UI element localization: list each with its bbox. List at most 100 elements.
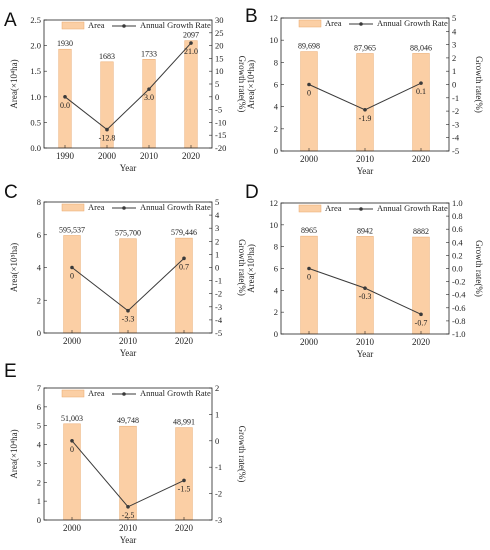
x-tick-label: 2010 bbox=[119, 336, 138, 346]
bar-value-label: 1733 bbox=[141, 49, 157, 58]
y2-tick-label: 0.0 bbox=[452, 264, 463, 274]
legend-area-swatch bbox=[62, 204, 84, 211]
bar-value-label: 2097 bbox=[183, 31, 199, 40]
y2-tick-label: 5 bbox=[215, 197, 219, 207]
legend-area-swatch bbox=[62, 22, 84, 29]
y-tick-label: 8 bbox=[274, 57, 278, 67]
bar-value-label: 51,003 bbox=[61, 414, 83, 423]
growth-rate-label: -0.7 bbox=[415, 318, 428, 327]
panel-letter: E bbox=[4, 361, 17, 382]
y-tick-label: 4 bbox=[37, 263, 42, 273]
y-tick-label: 4 bbox=[274, 102, 279, 112]
y-tick-label: 12 bbox=[270, 198, 279, 208]
growth-rate-label: 0.1 bbox=[416, 87, 426, 96]
bar-value-label: 87,965 bbox=[354, 44, 376, 53]
area-bar bbox=[413, 53, 430, 151]
x-tick-label: 2020 bbox=[412, 154, 431, 164]
x-tick-label: 2020 bbox=[182, 151, 201, 161]
y-tick-label: 0 bbox=[37, 515, 41, 525]
y2-tick-label: 0.8 bbox=[452, 211, 463, 221]
y-tick-label: 10 bbox=[270, 220, 279, 230]
growth-rate-point bbox=[126, 309, 130, 313]
growth-rate-point bbox=[182, 257, 186, 261]
legend-line-label: Annual Growth Rate bbox=[140, 20, 211, 30]
y-tick-label: 4 bbox=[37, 440, 42, 450]
y2-tick-label: -3 bbox=[452, 119, 459, 129]
growth-rate-label: -12.8 bbox=[99, 134, 116, 143]
legend-area-swatch bbox=[299, 20, 321, 27]
bar-value-label: 8882 bbox=[413, 227, 429, 236]
y2-tick-label: 0 bbox=[452, 80, 456, 90]
y2-tick-label: -1 bbox=[452, 93, 459, 103]
legend-line-label: Annual Growth Rate bbox=[140, 202, 211, 212]
panel-letter: C bbox=[4, 182, 18, 203]
y2-tick-label: 2 bbox=[452, 53, 456, 63]
y2-tick-label: 0 bbox=[215, 92, 219, 102]
y2-tick-label: -0.6 bbox=[452, 303, 465, 313]
y-tick-label: 5 bbox=[37, 421, 41, 431]
y-tick-label: 1.0 bbox=[30, 92, 41, 102]
legend-area-label: Area bbox=[88, 202, 105, 212]
y2-tick-label: -0.2 bbox=[452, 277, 465, 287]
y2-tick-label: 3 bbox=[215, 223, 219, 233]
area-bar bbox=[301, 236, 318, 334]
bar-value-label: 1683 bbox=[99, 52, 115, 61]
growth-rate-point bbox=[419, 313, 423, 317]
y2-tick-label: -5 bbox=[215, 328, 222, 338]
x-axis-title: Year bbox=[357, 166, 374, 176]
y-tick-label: 2 bbox=[37, 477, 41, 487]
bar-value-label: 48,991 bbox=[173, 418, 195, 427]
growth-rate-point bbox=[307, 83, 311, 87]
y-axis-title: Area(×10⁴ha) bbox=[9, 429, 19, 478]
y2-tick-label: 10 bbox=[215, 66, 224, 76]
y2-tick-label: 1 bbox=[215, 409, 219, 419]
y-axis-title: Area(×10⁴ha) bbox=[9, 59, 19, 108]
y2-tick-label: -2 bbox=[452, 106, 459, 116]
y2-tick-label: -3 bbox=[215, 515, 222, 525]
growth-rate-point bbox=[419, 81, 423, 85]
bar-value-label: 49,748 bbox=[117, 416, 139, 425]
y2-tick-label: 0.6 bbox=[452, 224, 463, 234]
growth-rate-label: 0.0 bbox=[60, 101, 70, 110]
growth-rate-label: -3.3 bbox=[122, 315, 135, 324]
y2-tick-label: 0 bbox=[215, 436, 219, 446]
y2-tick-label: 2 bbox=[215, 236, 219, 246]
y2-axis-title: Growth rate(%) bbox=[237, 426, 247, 483]
y2-tick-label: -2 bbox=[215, 289, 222, 299]
y2-tick-label: -10 bbox=[215, 117, 226, 127]
y-tick-label: 8 bbox=[37, 197, 41, 207]
legend-area-swatch bbox=[62, 390, 84, 397]
y2-tick-label: -1 bbox=[215, 462, 222, 472]
x-tick-label: 2020 bbox=[412, 337, 431, 347]
x-tick-label: 1990 bbox=[56, 151, 75, 161]
panel-letter: B bbox=[245, 6, 258, 27]
x-axis-title: Year bbox=[120, 535, 137, 545]
bar-value-label: 575,700 bbox=[115, 229, 141, 238]
growth-rate-label: -1.5 bbox=[178, 484, 191, 493]
chart-panel-a: A 1930 1683 1733 2097 0.0 -12.8 3.0 21.0 0.0 0.5 1.… bbox=[4, 10, 247, 173]
y-tick-label: 4 bbox=[274, 285, 279, 295]
chart-panel-b: B89,698 87,965 88,0460-1.90.1024681012-5-4… bbox=[245, 6, 484, 176]
chart-panel-d: D 8965 8942 8882 0 -0.3 -0.7 0 2 4 6 8 10 12 -1.0 -0.8 -… bbox=[245, 182, 484, 359]
area-bar bbox=[64, 424, 81, 520]
x-tick-label: 2020 bbox=[175, 523, 194, 533]
y2-tick-label: 25 bbox=[215, 28, 224, 38]
y2-tick-label: -0.4 bbox=[452, 290, 466, 300]
y-tick-label: 2.0 bbox=[30, 41, 41, 51]
bar-value-label: 88,046 bbox=[410, 43, 432, 52]
x-tick-label: 2000 bbox=[300, 154, 319, 164]
growth-rate-label: -1.9 bbox=[359, 114, 372, 123]
legend-line-marker bbox=[122, 392, 126, 396]
growth-rate-point bbox=[147, 87, 151, 91]
legend-area-label: Area bbox=[325, 18, 342, 28]
area-bar bbox=[176, 238, 193, 333]
y2-tick-label: -4 bbox=[452, 133, 460, 143]
y2-tick-label: -4 bbox=[215, 315, 223, 325]
growth-rate-label: -0.3 bbox=[359, 292, 372, 301]
legend-line-marker bbox=[122, 24, 126, 28]
x-axis-title: Year bbox=[357, 349, 374, 359]
y2-tick-label: -20 bbox=[215, 143, 226, 153]
legend-line-marker bbox=[359, 207, 363, 211]
growth-rate-label: 0.7 bbox=[179, 262, 189, 271]
panel-letter: D bbox=[245, 182, 259, 203]
